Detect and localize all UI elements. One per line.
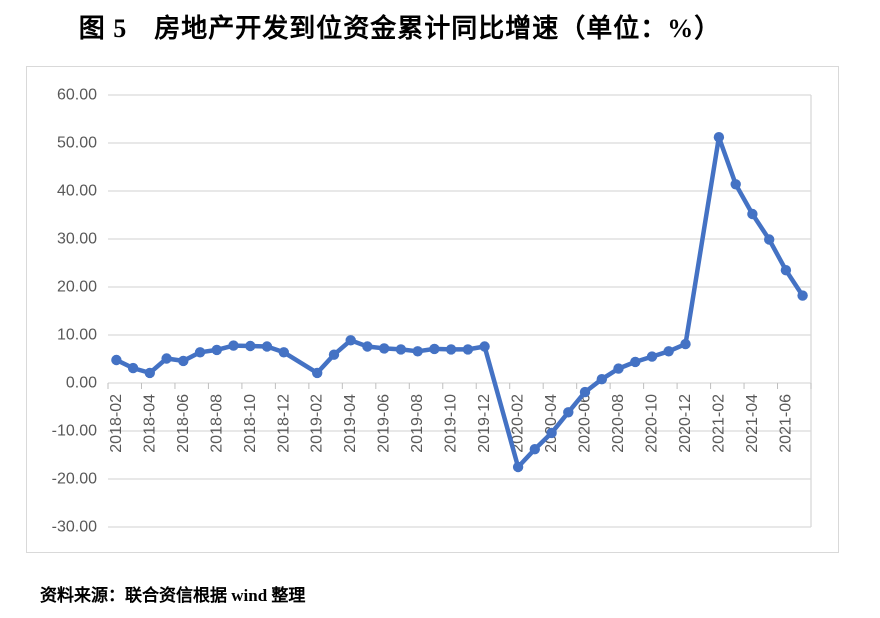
data-point xyxy=(228,340,239,351)
data-point xyxy=(462,344,474,355)
data-point xyxy=(412,346,423,357)
data-point xyxy=(797,290,808,301)
data-point xyxy=(194,347,206,358)
data-point xyxy=(529,444,540,455)
y-tick-label: 40.00 xyxy=(57,183,97,200)
chart-frame: 60.00 50.00 40.00 30.00 20.00 10.00 0.00 -10.00… xyxy=(26,66,839,553)
x-tick-label: 2018-04 xyxy=(141,394,158,453)
data-point xyxy=(680,338,691,350)
x-axis-labels: 2018-02 2018-04 2018-06 2018-08 2018-10 2018-… xyxy=(108,394,795,453)
y-tick-label: -10.00 xyxy=(52,423,97,440)
y-tick-label: 0.00 xyxy=(66,375,97,392)
x-tick-label: 2021-04 xyxy=(744,394,761,453)
source-note: 资料来源：联合资信根据 wind 整理 xyxy=(40,586,306,605)
data-point xyxy=(730,179,741,190)
x-tick-label: 2019-10 xyxy=(443,394,460,453)
y-tick-label: -20.00 xyxy=(52,471,97,488)
y-tick-label: 60.00 xyxy=(57,87,97,104)
data-point xyxy=(663,346,674,357)
x-tick-label: 2018-08 xyxy=(208,394,225,453)
x-tick-label: 2019-12 xyxy=(476,394,493,453)
x-tick-label: 2020-08 xyxy=(610,394,627,453)
x-tick-label: 2018-12 xyxy=(275,394,292,453)
data-point xyxy=(245,340,256,352)
data-point xyxy=(111,354,122,366)
x-tick-label: 2020-10 xyxy=(643,394,660,453)
data-point xyxy=(579,386,591,398)
x-tick-label: 2019-04 xyxy=(342,394,359,453)
x-tick-label: 2018-10 xyxy=(242,394,259,453)
data-point xyxy=(379,343,390,354)
x-tick-label: 2020-12 xyxy=(677,394,694,453)
data-point xyxy=(512,461,524,473)
x-tick-label: 2020-06 xyxy=(577,394,594,453)
x-tick-label: 2018-06 xyxy=(175,394,192,453)
data-point xyxy=(713,132,725,143)
x-tick-label: 2021-06 xyxy=(777,394,794,453)
data-point xyxy=(345,335,356,346)
data-point xyxy=(445,344,457,355)
data-points xyxy=(111,132,808,473)
x-tick-label: 2019-08 xyxy=(409,394,426,453)
line-chart: 60.00 50.00 40.00 30.00 20.00 10.00 0.00 -10.00… xyxy=(52,87,812,536)
data-point xyxy=(161,353,172,364)
x-tick-label: 2019-02 xyxy=(309,394,326,453)
figure-title: 图 5 房地产开发到位资金累计同比增速（单位：%） xyxy=(78,14,722,43)
y-tick-label: 20.00 xyxy=(57,279,97,296)
data-point xyxy=(764,234,775,245)
data-point xyxy=(596,374,607,385)
y-tick-label: 10.00 xyxy=(57,327,97,344)
data-point xyxy=(563,407,574,418)
data-point xyxy=(312,367,323,379)
data-point xyxy=(211,344,222,356)
data-point xyxy=(278,347,289,358)
data-point xyxy=(646,351,658,362)
data-point xyxy=(144,367,155,379)
data-point xyxy=(395,344,407,355)
y-tick-label: -30.00 xyxy=(52,519,97,536)
x-axis-ticks xyxy=(107,383,812,389)
y-tick-label: 50.00 xyxy=(57,135,97,152)
data-point xyxy=(780,265,792,276)
data-point xyxy=(261,341,273,352)
x-tick-label: 2021-02 xyxy=(710,394,727,453)
data-point xyxy=(613,363,624,374)
x-tick-label: 2018-02 xyxy=(108,394,125,453)
x-tick-label: 2019-06 xyxy=(376,394,393,453)
data-point xyxy=(178,355,189,367)
x-tick-label: 2020-02 xyxy=(510,394,527,453)
data-point xyxy=(747,208,758,220)
y-tick-label: 30.00 xyxy=(57,231,97,248)
data-point xyxy=(127,362,139,374)
data-point xyxy=(546,427,557,439)
data-point xyxy=(479,341,490,352)
data-point xyxy=(362,341,373,352)
data-point xyxy=(630,356,641,368)
data-point xyxy=(328,349,340,360)
data-point xyxy=(429,343,440,355)
gridlines xyxy=(108,94,812,528)
y-axis-labels: 60.00 50.00 40.00 30.00 20.00 10.00 0.00 -10.00… xyxy=(52,87,97,536)
